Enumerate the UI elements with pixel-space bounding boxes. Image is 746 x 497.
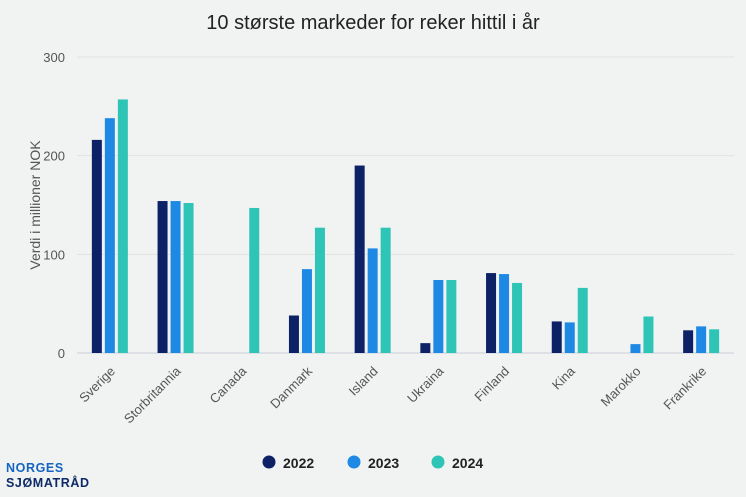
bar-kina-2022 (551, 321, 562, 353)
y-tick-label: 200 (43, 149, 65, 164)
bar-frankrike-2023 (696, 326, 707, 353)
x-tick-label: Sverige (76, 364, 118, 406)
bar-kina-2023 (564, 322, 575, 353)
bar-kina-2024 (577, 287, 588, 353)
x-tick-label: Storbritannia (121, 363, 184, 426)
bar-storbritannia-2022 (157, 201, 168, 353)
bar-ukraina-2024 (446, 279, 457, 353)
bar-island-2022 (354, 165, 365, 353)
x-tick-label: Canada (207, 363, 250, 406)
x-tick-label: Danmark (267, 363, 315, 411)
chart-title: 10 største markeder for reker hittil i å… (206, 12, 540, 34)
bar-danmark-2024 (314, 227, 325, 353)
brand-logo: NORGES SJØMATRÅD (6, 461, 90, 491)
bar-frankrike-2024 (709, 329, 720, 353)
bar-sverige-2024 (117, 99, 128, 353)
legend-item-2023[interactable]: 2023 (347, 455, 400, 471)
bar-danmark-2022 (288, 315, 299, 353)
bar-island-2024 (380, 227, 391, 353)
bar-finland-2022 (486, 273, 497, 353)
x-tick-label: Frankrike (660, 364, 709, 413)
bar-island-2023 (367, 248, 378, 353)
legend-item-2024[interactable]: 2024 (431, 455, 484, 471)
y-tick-label: 0 (58, 346, 65, 361)
grid-lines: 0 100 200 300 (43, 50, 734, 361)
legend: 2022 2023 2024 (262, 455, 484, 471)
legend-label: 2023 (368, 455, 399, 471)
y-axis-label: Verdi i millioner NOK (27, 140, 43, 270)
legend-label: 2022 (283, 455, 314, 471)
legend-marker (431, 455, 445, 469)
x-tick-label: Island (346, 364, 381, 399)
y-tick-label: 300 (43, 50, 65, 65)
bar-sverige-2023 (104, 118, 115, 353)
bar-finland-2023 (499, 274, 510, 353)
x-tick-label: Marokko (598, 364, 644, 410)
bar-storbritannia-2024 (183, 203, 194, 353)
legend-marker (347, 455, 361, 469)
bar-marokko-2023 (630, 344, 641, 353)
bar-danmark-2023 (301, 269, 312, 353)
bar-canada-2024 (249, 207, 260, 353)
x-tick-label: Finland (471, 364, 512, 405)
x-tick-labels: Sverige Storbritannia Canada Danmark Island U… (76, 363, 709, 426)
bar-ukraina-2022 (420, 343, 431, 353)
legend-label: 2024 (452, 455, 483, 471)
legend-marker (262, 455, 276, 469)
bar-finland-2024 (512, 282, 523, 353)
bar-sverige-2022 (91, 139, 102, 353)
bar-marokko-2024 (643, 316, 654, 353)
x-tick-label: Ukraina (404, 363, 447, 406)
bar-frankrike-2022 (683, 330, 694, 353)
bar-ukraina-2023 (433, 279, 444, 353)
bar-storbritannia-2023 (170, 201, 181, 353)
y-tick-label: 100 (43, 247, 65, 262)
logo-line-1: NORGES (6, 461, 64, 475)
bars (91, 99, 720, 353)
legend-item-2022[interactable]: 2022 (262, 455, 315, 471)
logo-line-2: SJØMATRÅD (6, 476, 90, 490)
x-tick-label: Kina (549, 363, 579, 393)
